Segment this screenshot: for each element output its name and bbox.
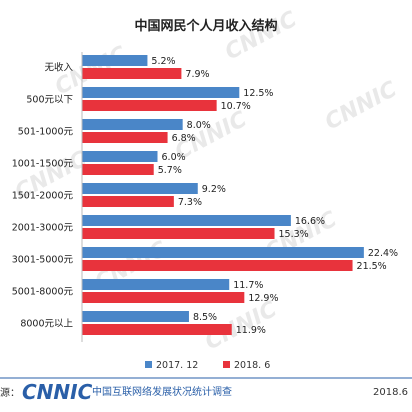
bar-2017-12 [82,279,230,290]
bar-2017-12 [82,151,158,162]
bar-2017-12 [82,215,291,226]
value-label: 12.9% [248,293,278,304]
bar-2018-6 [82,260,353,271]
value-label: 9.2% [202,184,226,195]
legend-label-2017: 2017. 12 [156,360,198,371]
bars [82,55,364,335]
chart-title: 中国网民个人月收入结构 [134,18,277,34]
source-organization: 中国互联网络发展状况统计调查 [92,385,232,398]
legend-swatch-2018 [223,361,230,368]
watermark-text: CNNIC [221,7,301,65]
bar-2017-12 [82,247,364,258]
bar-2017-12 [82,183,198,194]
category-label: 501-1000元 [18,127,74,138]
source-prefix: 源： [0,386,20,399]
category-label: 1501-2000元 [12,191,74,202]
watermark-layer: CNNICCNNICCNNICCNNICCNNICCNNICCNNICCNNIC [11,7,401,355]
bar-2018-6 [82,100,217,111]
bar-2017-12 [82,311,189,322]
value-labels: 5.2% 7.9% 12.5% 10.7% 8.0% 6.8% 6.0% 5.7% 9.2%7.… [151,56,398,336]
bar-2018-6 [82,68,182,79]
category-label: 无收入 [44,62,73,74]
category-label: 8000元以上 [20,319,73,330]
value-label: 15.3% [279,229,309,240]
value-label: 22.4% [368,248,398,259]
category-label: 500元以下 [26,95,73,106]
footer: 源： CNNIC 中国互联网络发展状况统计调查 2018.6 [0,380,408,404]
bar-2018-6 [82,196,174,207]
value-label: 5.7% [158,165,182,176]
bar-2018-6 [82,164,154,175]
value-label: 7.3% [178,197,202,208]
value-label: 8.0% [187,120,211,131]
value-label: 7.9% [185,69,209,80]
value-label: 11.9% [236,325,266,336]
bar-2017-12 [82,55,148,66]
category-label: 3001-5000元 [12,255,74,266]
bar-2017-12 [82,119,183,130]
category-labels: 无收入 500元以下 501-1000元 1001-1500元 1501-2000元 20… [12,62,74,330]
bar-2018-6 [82,324,232,335]
value-label: 5.2% [151,56,175,67]
bar-2017-12 [82,87,240,98]
bar-2018-6 [82,228,275,239]
source-date: 2018.6 [373,387,408,398]
value-label: 11.7% [233,280,263,291]
value-label: 16.6% [295,216,325,227]
value-label: 6.8% [172,133,196,144]
legend: 2017. 12 2018. 6 [145,360,270,371]
watermark-text: CNNIC [321,77,401,135]
bar-2018-6 [82,132,168,143]
value-label: 8.5% [193,312,217,323]
category-label: 5001-8000元 [12,287,74,298]
bar-2018-6 [82,292,245,303]
legend-label-2018: 2018. 6 [234,360,270,371]
legend-swatch-2017 [145,361,152,368]
value-label: 21.5% [357,261,387,272]
category-label: 1001-1500元 [12,159,74,170]
cnnic-logo: CNNIC [22,380,93,404]
value-label: 10.7% [221,101,251,112]
value-label: 6.0% [162,152,186,163]
category-label: 2001-3000元 [12,223,74,234]
value-label: 12.5% [243,88,273,99]
